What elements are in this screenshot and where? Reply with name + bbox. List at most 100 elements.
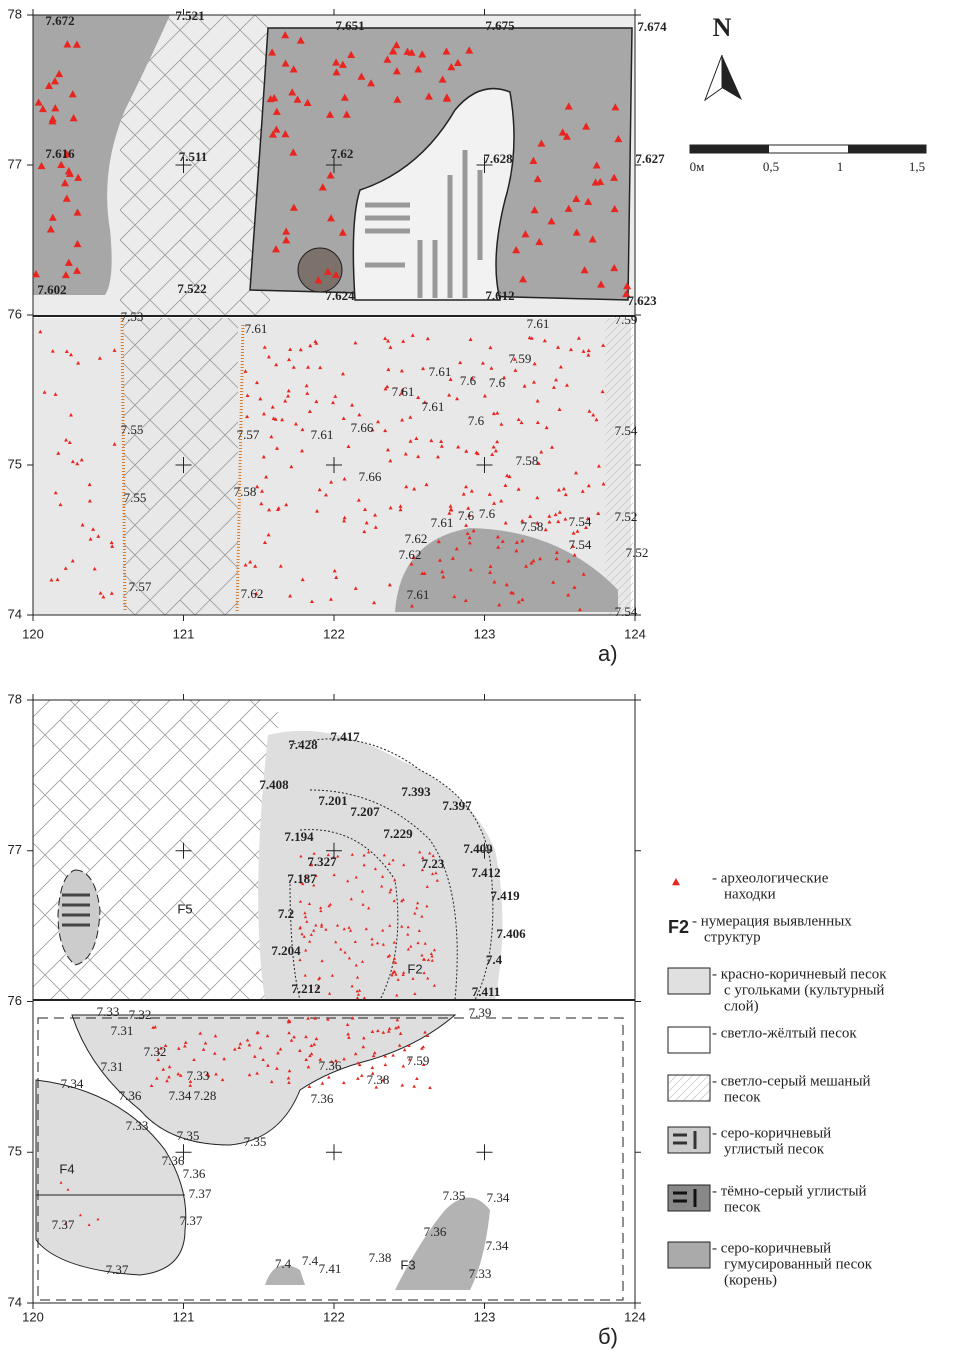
elevation-label: 7.61 (392, 384, 415, 399)
legend-text: песок (724, 1089, 761, 1105)
elevation-label: 7.616 (45, 146, 75, 161)
legend-text: - археологические (712, 870, 829, 886)
legend-text: углистый песок (724, 1141, 825, 1157)
north-arrow: N (705, 13, 742, 100)
elevation-label: 7.61 (407, 587, 430, 602)
elevation-label: 7.32 (129, 1007, 152, 1022)
elevation-label: 7.419 (490, 888, 520, 903)
elevation-label: 7.187 (287, 871, 317, 886)
elevation-label: 7.204 (271, 943, 301, 958)
elevation-label: 7.624 (325, 288, 355, 303)
elevation-label: 7.61 (422, 399, 445, 414)
x-tick-label: 120 (22, 1309, 44, 1324)
elevation-label: 7.59 (407, 1053, 430, 1068)
scale-label: 0,5 (763, 159, 779, 174)
elevation-label: 7.6 (468, 413, 485, 428)
x-tick-label: 124 (624, 626, 646, 641)
elevation-label: 7.62 (399, 547, 422, 562)
elevation-label: 7.229 (383, 826, 413, 841)
elevation-label: 7.41 (319, 1261, 342, 1276)
elevation-label: 7.62 (331, 146, 354, 161)
panel-label: а) (598, 641, 618, 666)
elevation-label: 7.66 (359, 469, 382, 484)
panel-b-art (33, 700, 635, 1303)
legend-text: - серо-коричневый (712, 1240, 831, 1256)
legend-text: песок (724, 1199, 761, 1215)
elevation-label: 7.62 (241, 586, 264, 601)
legend-swatch (668, 1075, 710, 1101)
elevation-label: 7.34 (486, 1238, 509, 1253)
legend-text: структур (704, 929, 761, 945)
elevation-label: 7.37 (52, 1217, 75, 1232)
elevation-label: 7.33 (97, 1004, 120, 1019)
elevation-label: 7.61 (429, 364, 452, 379)
scale-label: 0м (690, 159, 705, 174)
legend-text: - нумерация выявленных (692, 913, 852, 929)
elevation-label: 7.55 (121, 422, 144, 437)
elevation-label: 7.6 (458, 508, 475, 523)
legend-swatch (668, 1027, 710, 1053)
elevation-label: 7.6 (460, 373, 477, 388)
elevation-label: 7.54 (615, 604, 638, 619)
y-tick-label: 74 (8, 1294, 22, 1309)
elevation-label: 7.58 (516, 453, 539, 468)
elevation-label: 7.511 (179, 149, 208, 164)
elevation-label: 7.522 (177, 281, 206, 296)
elevation-label: 7.33 (126, 1118, 149, 1133)
x-tick-label: 123 (474, 626, 496, 641)
elevation-label: 7.35 (177, 1128, 200, 1143)
elevation-label: 7.417 (330, 729, 360, 744)
elevation-label: 7.52 (626, 545, 649, 560)
y-tick-label: 75 (8, 456, 22, 471)
elevation-label: 7.36 (424, 1224, 447, 1239)
legend-swatch (668, 968, 710, 994)
x-tick-label: 120 (22, 626, 44, 641)
elevation-label: 7.61 (527, 316, 550, 331)
elevation-label: 7.62 (405, 531, 428, 546)
elevation-label: 7.36 (119, 1088, 142, 1103)
elevation-label: 7.675 (485, 18, 515, 33)
structure-label: F4 (59, 1161, 74, 1176)
x-tick-label: 121 (173, 626, 195, 641)
elevation-label: 7.39 (469, 1005, 492, 1020)
elevation-label: 7.36 (183, 1166, 206, 1181)
elevation-label: 7.58 (234, 484, 257, 499)
elevation-label: 7.34 (487, 1190, 510, 1205)
scale-bar (690, 145, 926, 153)
elevation-label: 7.6 (479, 506, 496, 521)
structure-label: F2 (407, 961, 422, 976)
elevation-label: 7.207 (350, 804, 380, 819)
y-tick-label: 75 (8, 1144, 22, 1159)
elevation-label: 7.327 (307, 854, 337, 869)
x-tick-label: 123 (474, 1309, 496, 1324)
elevation-label: 7.23 (422, 856, 445, 871)
find-marker (672, 878, 680, 885)
elevation-label: 7.194 (284, 829, 314, 844)
elevation-label: 7.61 (311, 427, 334, 442)
panel-label: б) (598, 1324, 618, 1349)
elevation-label: 7.33 (469, 1266, 492, 1281)
elevation-label: 7.651 (335, 18, 364, 33)
legend-text: - светло-жёлтый песок (712, 1025, 857, 1041)
elevation-label: 7.2 (278, 906, 294, 921)
elevation-label: 7.612 (485, 288, 514, 303)
elevation-label: 7.55 (124, 490, 147, 505)
elevation-label: 7.54 (569, 514, 592, 529)
elevation-label: 7.28 (194, 1088, 217, 1103)
elevation-label: 7.37 (106, 1262, 129, 1277)
elevation-label: 7.35 (443, 1188, 466, 1203)
y-tick-label: 77 (8, 156, 22, 171)
elevation-label: 7.31 (111, 1023, 134, 1038)
elevation-label: 7.393 (401, 784, 431, 799)
elevation-label: 7.37 (189, 1186, 212, 1201)
elevation-label: 7.6 (489, 375, 506, 390)
elevation-label: 7.36 (162, 1153, 185, 1168)
elevation-label: 7.32 (144, 1044, 167, 1059)
legend-swatch (668, 1242, 710, 1268)
legend-text: гумусированный песок (724, 1256, 873, 1272)
elevation-label: 7.674 (637, 19, 667, 34)
y-tick-label: 78 (8, 691, 22, 706)
elevation-label: 7.57 (129, 579, 152, 594)
elevation-label: 7.61 (245, 321, 268, 336)
elevation-label: 7.35 (244, 1134, 267, 1149)
